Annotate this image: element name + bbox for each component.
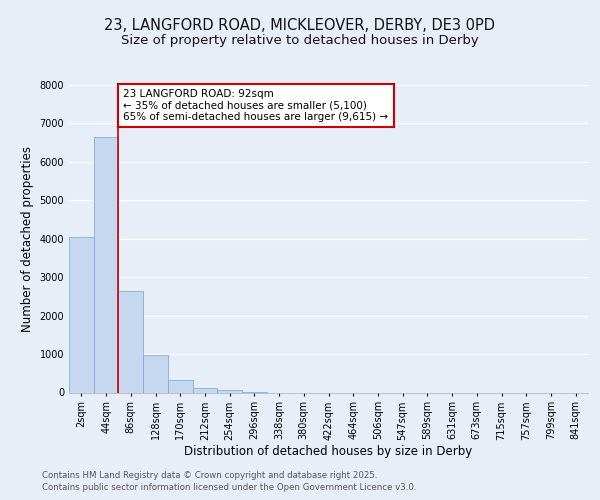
Y-axis label: Number of detached properties: Number of detached properties [21, 146, 34, 332]
Bar [94, 137, 118, 392]
Bar [193, 388, 217, 392]
Bar [168, 380, 193, 392]
Bar [217, 390, 242, 392]
Bar [69, 237, 94, 392]
Text: Size of property relative to detached houses in Derby: Size of property relative to detached ho… [121, 34, 479, 47]
Text: 23 LANGFORD ROAD: 92sqm
← 35% of detached houses are smaller (5,100)
65% of semi: 23 LANGFORD ROAD: 92sqm ← 35% of detache… [124, 89, 388, 122]
Bar [118, 290, 143, 392]
X-axis label: Distribution of detached houses by size in Derby: Distribution of detached houses by size … [184, 445, 473, 458]
Text: 23, LANGFORD ROAD, MICKLEOVER, DERBY, DE3 0PD: 23, LANGFORD ROAD, MICKLEOVER, DERBY, DE… [104, 18, 496, 32]
Bar [143, 355, 168, 393]
Text: Contains public sector information licensed under the Open Government Licence v3: Contains public sector information licen… [42, 482, 416, 492]
Text: Contains HM Land Registry data © Crown copyright and database right 2025.: Contains HM Land Registry data © Crown c… [42, 471, 377, 480]
